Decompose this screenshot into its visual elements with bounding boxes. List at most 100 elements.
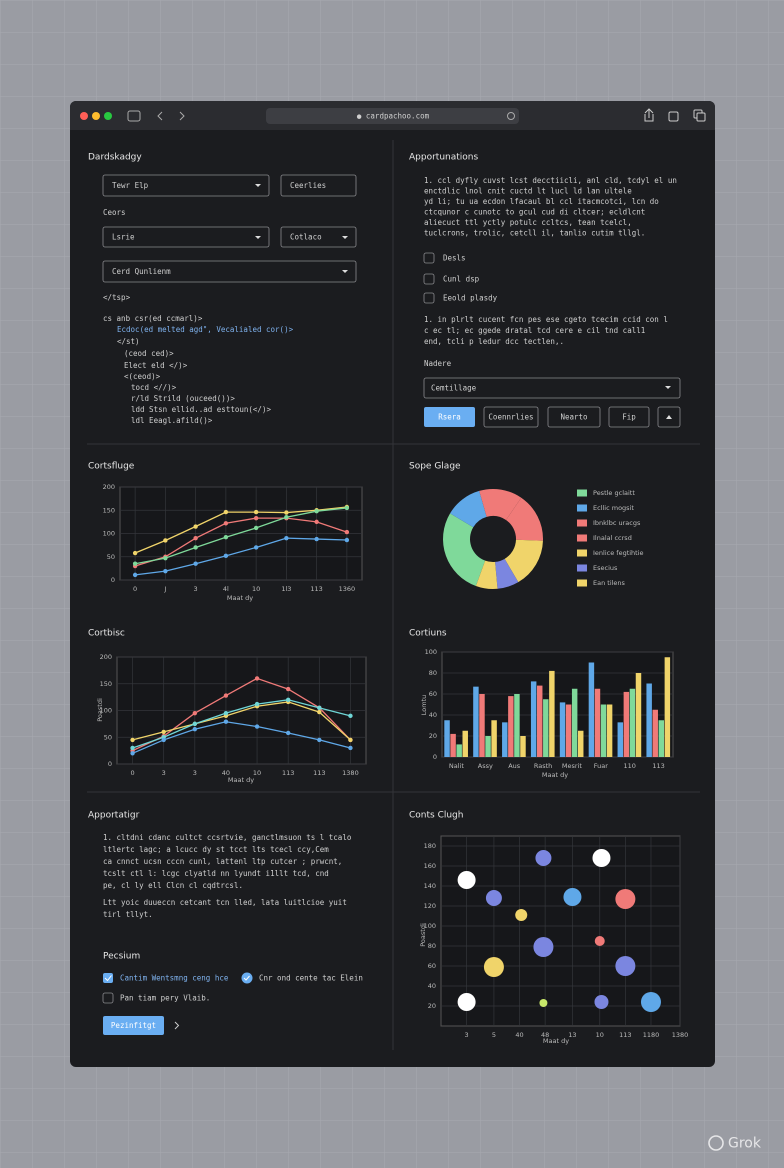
radio-checked[interactable] [241,972,253,984]
button[interactable] [483,406,539,428]
checkbox[interactable] [102,992,114,1004]
y-tick-label: 150 [100,680,112,688]
line-point [344,505,350,511]
bar [514,694,520,757]
line-point [223,719,229,724]
line-point [193,545,198,550]
close-button[interactable] [80,112,88,120]
checkbox[interactable] [423,273,435,285]
dropdown-text: Tewr Elp [112,181,149,190]
button-text: Coennrlies [488,413,533,422]
x-axis-label: Maat dy [543,1037,569,1045]
x-tick-label: Fuar [594,762,608,770]
minimize-button[interactable] [92,112,100,120]
x-tick-label: 4l [223,585,229,593]
bar [635,673,642,757]
paragraph-line: Ltt yoic duueccn cetcant tcn lled, lata … [103,898,347,907]
bar [491,720,497,757]
code-line: Ecdoc(ed melted agd", Vecalialed cor()> [117,325,294,334]
code-line: <(ceod)> [124,372,161,381]
scatter-layer [457,849,661,1012]
url-bar[interactable] [266,108,519,124]
x-tick-label: 10 [253,769,261,777]
scatter-node [594,936,605,946]
x-tick-label: 3 [465,1031,469,1039]
scatter-node [594,995,609,1009]
pie-slice [479,488,522,521]
bar [530,681,537,757]
line-point [163,568,168,574]
caret [665,386,671,389]
dropdown[interactable] [280,226,357,248]
bar [594,688,601,757]
y-tick-label: 100 [100,707,112,715]
line-series [132,721,351,754]
primary-button[interactable] [424,407,475,427]
dropdown[interactable] [102,226,270,248]
line-point [132,561,138,566]
bar [664,657,671,757]
button[interactable] [280,174,357,197]
button-text: Ceerlies [290,181,326,190]
line-point [163,555,168,561]
panel-title: Apportunations [409,153,478,163]
button[interactable] [547,406,601,428]
url: ● cardpachoo.com [357,112,430,121]
dropdown[interactable] [102,174,270,197]
x-tick-label: 0 [133,585,137,593]
x-tick-label: 10 [252,585,260,593]
bar [578,730,584,757]
y-tick-label: 40 [428,982,436,990]
line-point [348,745,353,751]
reload-icon[interactable] [507,112,515,120]
legend-swatch [577,489,587,497]
option-label: Cnr ond cente tac Elein [259,974,363,983]
zoom-button[interactable] [104,112,112,120]
bar [606,704,613,757]
line-point [284,510,289,515]
line-point [348,737,353,743]
legend-label: Ilnalal ccrsd [593,534,632,542]
pie-slice [495,558,519,589]
checkbox[interactable] [423,292,435,304]
paragraph-line: tuclcrons, trolic, cetcll il, tanlio cut… [424,229,645,238]
paragraph-line: enctdlic lnol cnit cuctd lt lucl ld lan … [424,187,632,196]
panel-title: Dardskadgy [88,153,142,163]
tabs-icon[interactable] [696,112,706,122]
line-point [132,572,138,578]
dropdown[interactable] [102,260,357,283]
check [243,975,250,981]
line-point [285,697,291,702]
line-point [161,737,166,743]
sidebar-icon[interactable] [127,110,141,122]
bar [462,730,468,757]
bar [450,733,456,757]
code-line: (ceod ced)> [124,349,174,358]
legend-swatch [577,504,587,512]
label: Nadere [424,359,452,368]
line-point [253,525,259,531]
share-icon[interactable] [644,108,654,122]
button[interactable] [608,406,650,428]
nav-arrows[interactable] [157,111,185,121]
dropdown[interactable] [423,377,681,399]
scatter-node [563,888,582,906]
chart-title: Cortbisc [88,629,125,639]
x-tick-label: Mesrit [562,762,582,770]
x-tick-label: 113 [619,1031,631,1039]
legend-swatch [577,519,587,527]
code-line: cs anb csr(ed ccmarl)> [103,314,203,323]
panel-title: Apportatigr [88,811,140,821]
tab-icon[interactable] [668,111,679,122]
y-tick-label: 140 [424,882,436,890]
scatter-node [515,909,528,921]
button-text: Nearto [560,413,588,422]
checkbox-checked[interactable] [103,973,113,983]
line-point [314,536,319,542]
dropdown-text: Cerd Qunlienm [112,267,171,276]
line-point [223,521,229,526]
check [104,975,112,982]
checkbox[interactable] [423,252,435,264]
chevron[interactable] [174,1021,180,1030]
primary-button[interactable] [103,1016,164,1035]
